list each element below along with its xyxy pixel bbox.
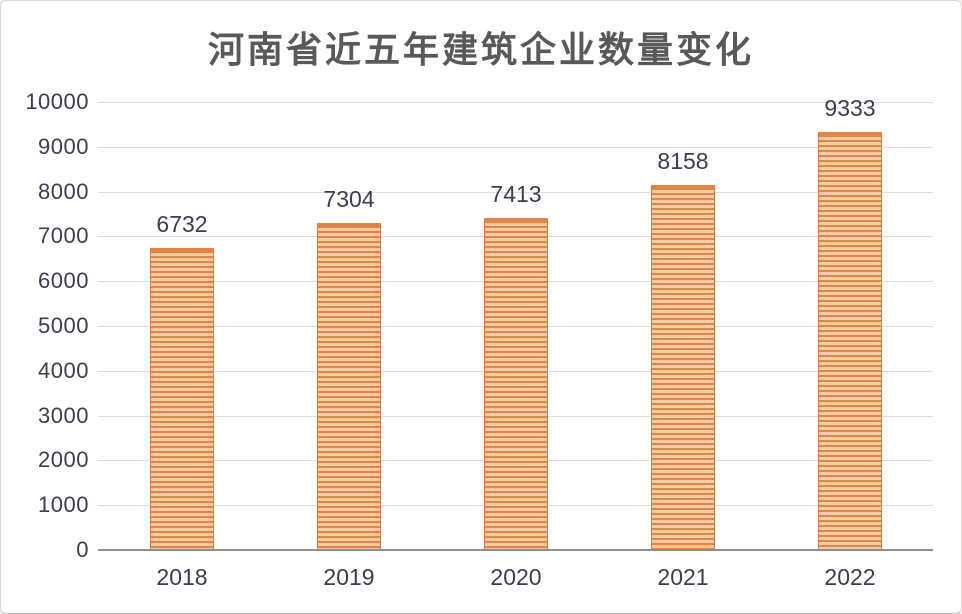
y-tick-label: 8000: [38, 179, 89, 204]
y-tick-label: 10000: [25, 89, 89, 114]
y-tick-label: 0: [76, 537, 89, 562]
gridline: [98, 192, 933, 193]
bar-value-label: 8158: [657, 147, 709, 174]
bar-value-label: 6732: [156, 211, 208, 238]
x-tick-label: 2019: [323, 564, 375, 590]
y-tick-label: 5000: [38, 313, 89, 338]
y-tick-label: 6000: [38, 268, 89, 293]
bar-2020: [484, 217, 548, 550]
y-tick-label: 1000: [38, 492, 89, 517]
bar-value-label: 7304: [323, 185, 375, 212]
y-tick-label: 3000: [38, 403, 89, 428]
y-tick-label: 4000: [38, 358, 89, 383]
x-tick-label: 2021: [657, 564, 709, 590]
y-tick-label: 7000: [38, 223, 89, 248]
x-tick-label: 2022: [824, 564, 876, 590]
bar-value-label: 9333: [824, 94, 876, 121]
x-axis-line: [98, 549, 933, 551]
gridline: [98, 147, 933, 148]
y-tick-label: 2000: [38, 447, 89, 472]
bar-2021: [651, 184, 715, 550]
x-tick-label: 2018: [156, 564, 208, 590]
y-tick-label: 9000: [38, 134, 89, 159]
bar-2019: [317, 222, 381, 550]
bar-value-label: 7413: [490, 180, 542, 207]
chart-title: 河南省近五年建筑企业数量变化: [207, 29, 754, 70]
gridline: [98, 102, 933, 103]
bar-2022: [818, 131, 882, 550]
bar-2018: [150, 248, 214, 550]
x-tick-label: 2020: [490, 564, 542, 590]
